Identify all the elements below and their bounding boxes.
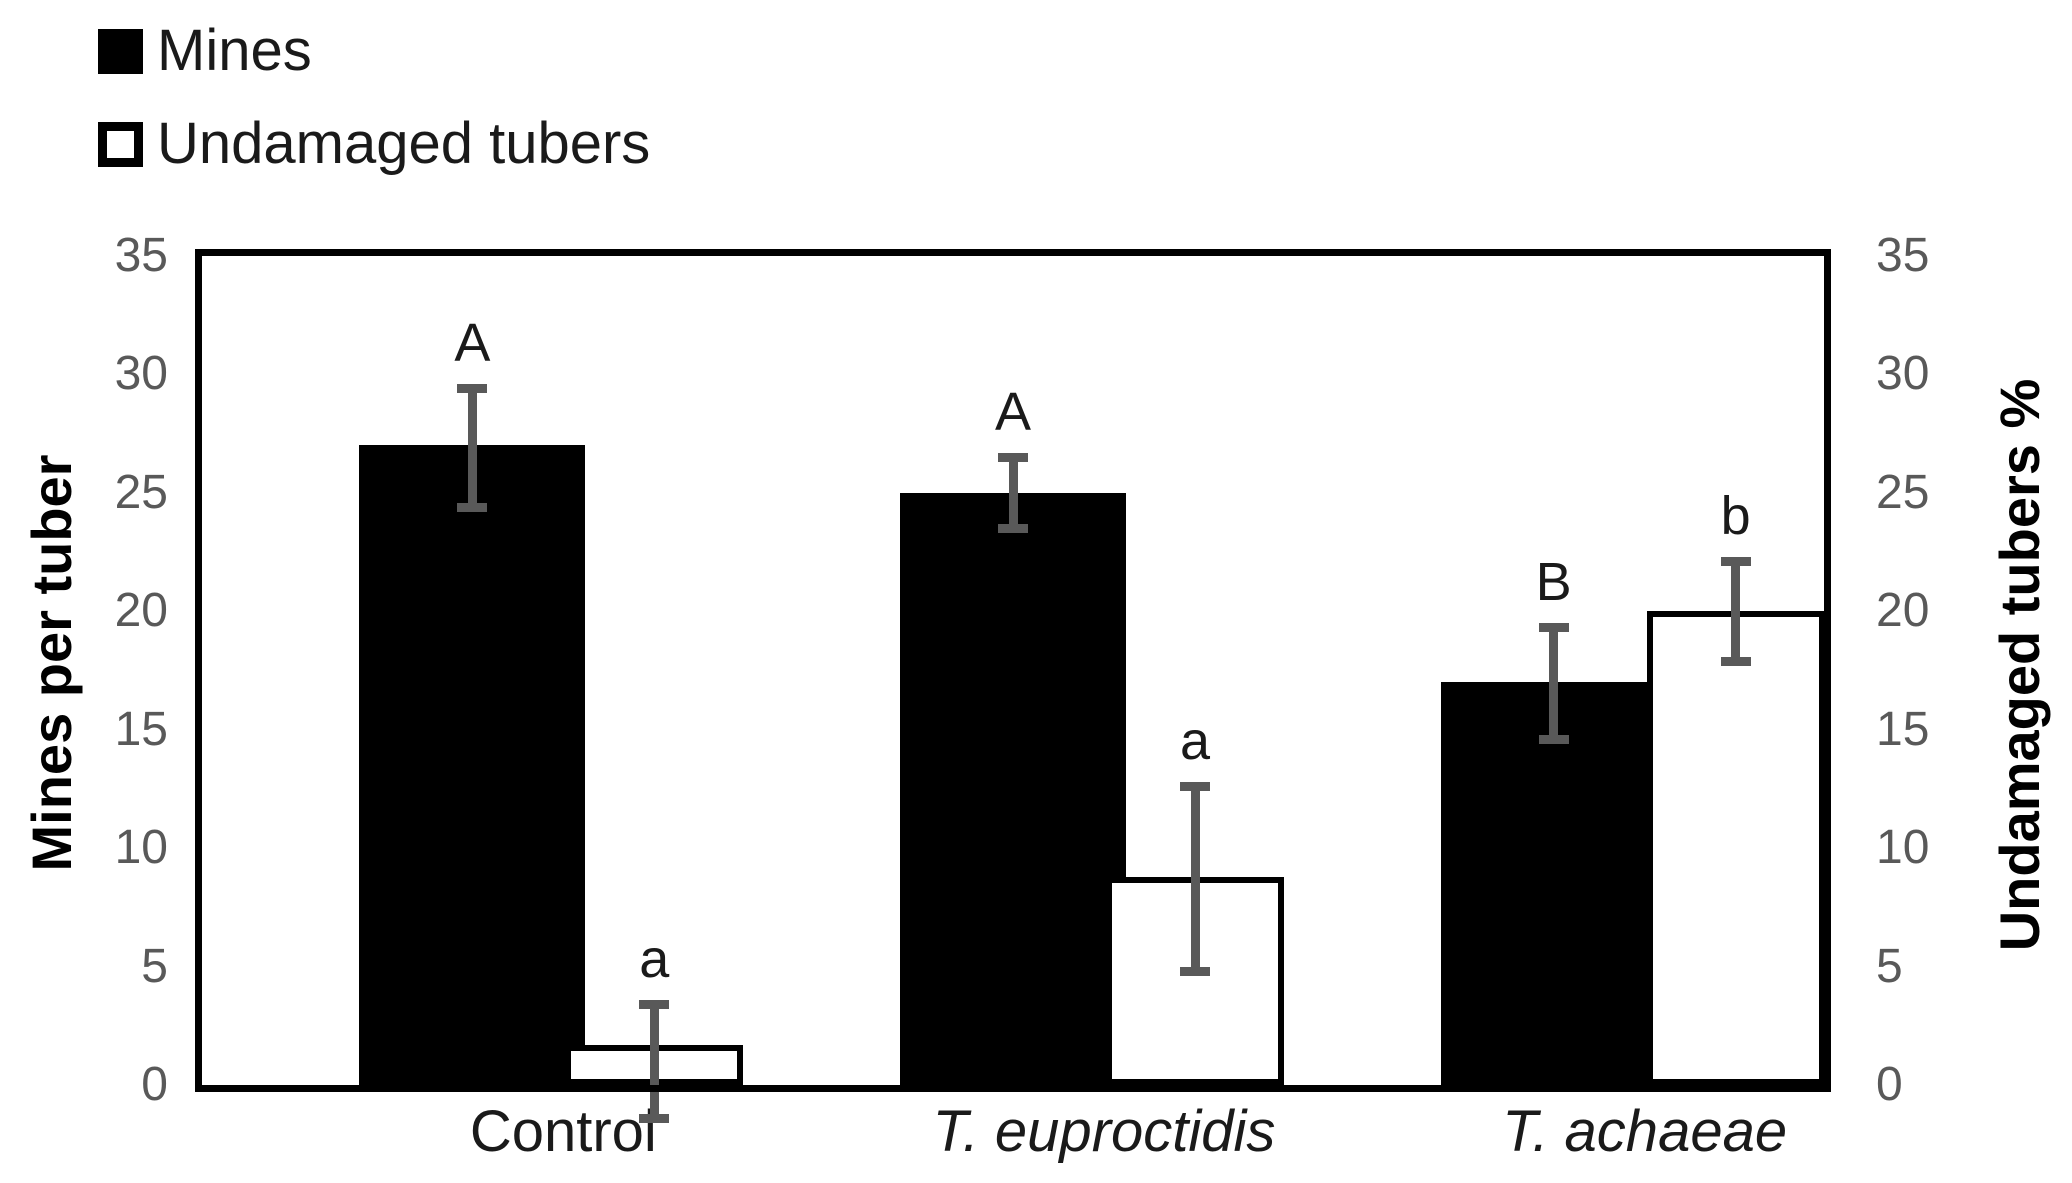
right-axis-tick-35: 35 (1876, 229, 1930, 282)
error-bar-stem-undamaged-1 (649, 1006, 659, 1116)
legend-label-mines: Mines (157, 18, 312, 83)
significance-letter-undamaged-2: a (1179, 710, 1211, 771)
significance-letter-mines-2: A (994, 381, 1032, 442)
error-bar-stem-undamaged-2 (1190, 788, 1200, 969)
bar-undamaged-tubers-3 (1646, 611, 1825, 1085)
left-axis-title: Mines per tuber (20, 454, 83, 872)
right-axis-tick-10: 10 (1876, 821, 1930, 875)
error-bar-cap-bottom-mines-3 (1538, 734, 1569, 744)
left-axis-tick-10: 10 (114, 821, 168, 875)
bar-mines-3 (1440, 682, 1667, 1085)
error-bar-cap-top-undamaged-1 (639, 999, 670, 1009)
left-axis-tick-5: 5 (141, 939, 168, 993)
error-bar-stem-mines-1 (467, 391, 477, 505)
left-axis-tick-20: 20 (114, 584, 168, 638)
legend-item-mines: Mines (98, 22, 312, 80)
right-axis-tick-5: 5 (1876, 939, 1903, 993)
error-bar-cap-bottom-undamaged-2 (1180, 966, 1210, 976)
left-axis-tick-15: 15 (114, 702, 168, 756)
bar-mines-2 (900, 492, 1126, 1085)
left-axis-tick-0: 0 (141, 1058, 168, 1111)
error-bar-stem-mines-2 (1008, 459, 1018, 526)
right-axis-tick-0: 0 (1876, 1058, 1903, 1111)
undamaged-tubers-swatch-icon (98, 121, 143, 167)
error-bar-cap-top-mines-3 (1538, 623, 1569, 633)
significance-letter-mines-3: B (1535, 552, 1572, 613)
mines-swatch-icon (98, 28, 143, 74)
error-bar-cap-bottom-mines-2 (998, 524, 1028, 534)
right-axis-tick-30: 30 (1876, 347, 1930, 401)
right-axis-tick-20: 20 (1876, 584, 1930, 638)
error-bar-cap-bottom-undamaged-3 (1720, 656, 1751, 666)
left-axis-tick-30: 30 (114, 347, 168, 401)
left-axis-tick-25: 25 (114, 465, 168, 519)
category-label-2: T. euproctidis (932, 1099, 1276, 1164)
significance-letter-undamaged-3: b (1720, 485, 1751, 546)
category-label-1: Control (469, 1099, 657, 1164)
error-bar-cap-bottom-undamaged-1 (639, 1113, 670, 1123)
legend-label-undamaged-tubers: Undamaged tubers (157, 111, 651, 176)
error-bar-stem-undamaged-3 (1731, 563, 1741, 659)
error-bar-cap-top-undamaged-3 (1720, 556, 1751, 566)
right-axis-tick-15: 15 (1876, 702, 1930, 756)
significance-letter-mines-1: A (454, 313, 491, 373)
error-bar-cap-top-mines-2 (998, 452, 1028, 462)
error-bar-stem-mines-3 (1549, 630, 1559, 737)
bar-mines-1 (359, 445, 586, 1085)
error-bar-cap-bottom-mines-1 (457, 502, 488, 512)
error-bar-cap-top-mines-1 (457, 384, 488, 393)
right-axis-title: Undamaged tubers % (1988, 378, 2051, 952)
legend-item-undamaged-tubers: Undamaged tubers (98, 115, 650, 173)
left-axis-tick-35: 35 (114, 229, 168, 282)
category-label-3: T. achaeae (1502, 1099, 1788, 1164)
right-axis-tick-25: 25 (1876, 465, 1930, 519)
error-bar-cap-top-undamaged-2 (1180, 781, 1210, 791)
significance-letter-undamaged-1: a (639, 928, 670, 989)
